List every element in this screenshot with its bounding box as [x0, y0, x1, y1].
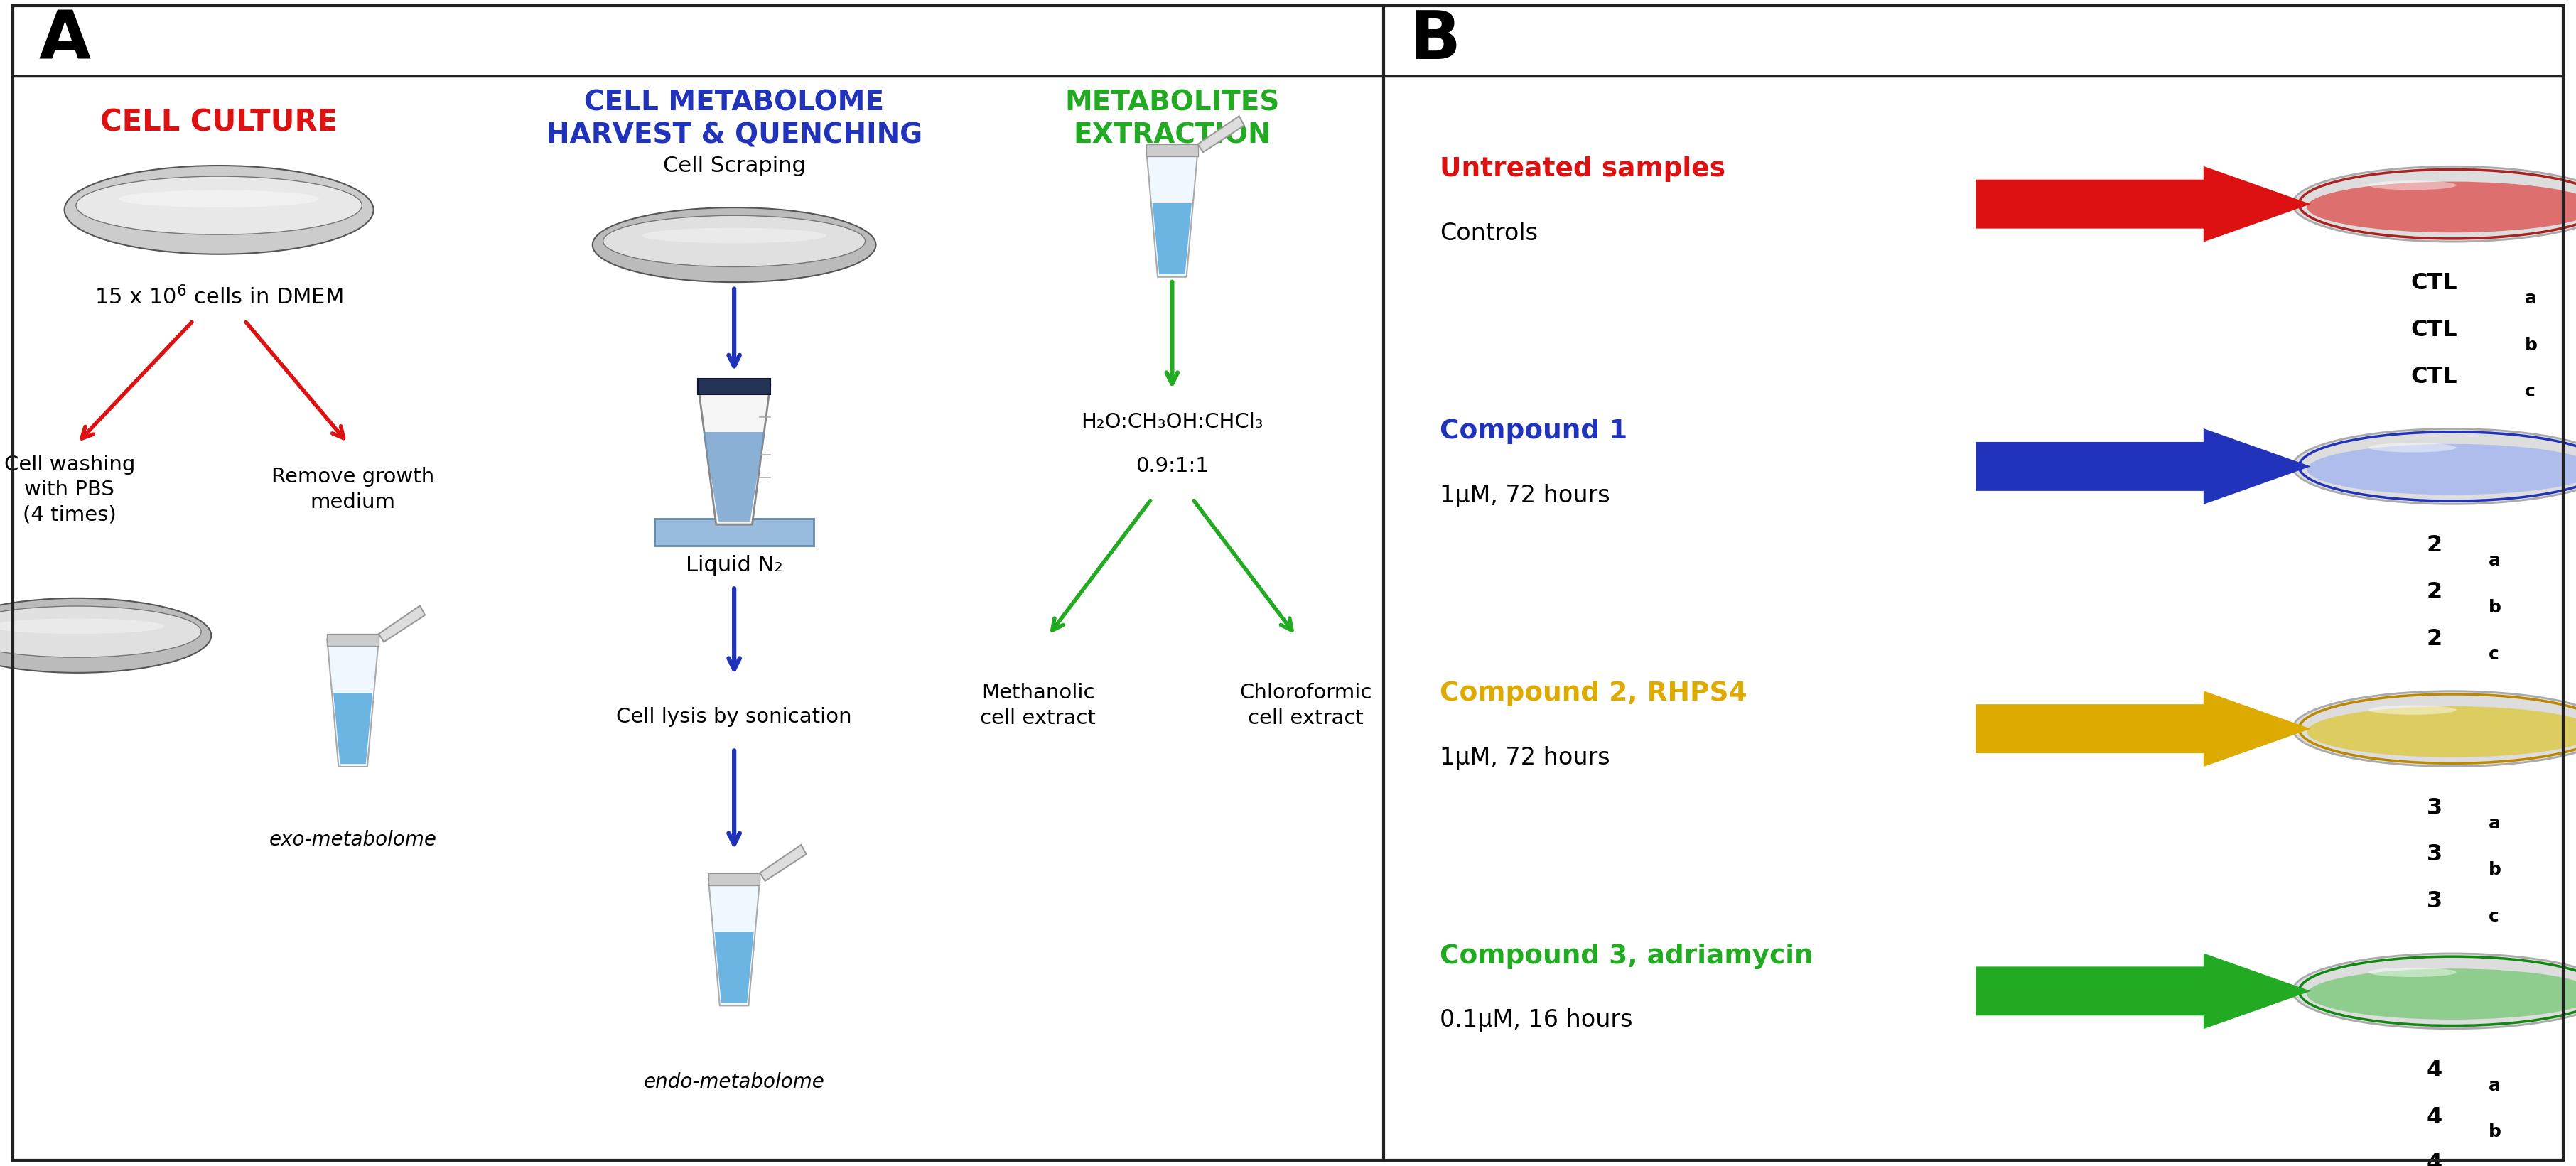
Ellipse shape	[2308, 444, 2576, 494]
Text: A: A	[39, 8, 90, 73]
Ellipse shape	[641, 227, 827, 244]
Polygon shape	[760, 844, 806, 881]
Text: 1μM, 72 hours: 1μM, 72 hours	[1440, 746, 1610, 770]
FancyArrow shape	[1976, 428, 2311, 505]
Bar	[708, 873, 760, 885]
Ellipse shape	[2308, 969, 2576, 1019]
Text: CELL CULTURE: CELL CULTURE	[100, 107, 337, 138]
Text: H₂O:CH₃OH:CHCl₃: H₂O:CH₃OH:CHCl₃	[1082, 412, 1262, 433]
Text: exo-metabolome: exo-metabolome	[268, 829, 438, 850]
Text: Methanolic
cell extract: Methanolic cell extract	[981, 683, 1095, 728]
Polygon shape	[708, 878, 760, 1005]
FancyArrow shape	[1976, 166, 2311, 243]
Ellipse shape	[0, 606, 201, 658]
Text: 2: 2	[2427, 535, 2442, 556]
Polygon shape	[327, 639, 379, 767]
Ellipse shape	[64, 166, 374, 254]
Text: a: a	[2524, 290, 2537, 307]
Text: c: c	[2488, 908, 2499, 925]
Polygon shape	[698, 385, 770, 525]
Bar	[698, 379, 770, 394]
Text: Untreated samples: Untreated samples	[1440, 156, 1726, 182]
Text: b: b	[2488, 599, 2501, 616]
Text: Compound 3, adriamycin: Compound 3, adriamycin	[1440, 943, 1814, 969]
Ellipse shape	[118, 190, 319, 208]
Text: CELL METABOLOME
HARVEST & QUENCHING: CELL METABOLOME HARVEST & QUENCHING	[546, 90, 922, 148]
Text: Remove growth
medium: Remove growth medium	[270, 468, 435, 512]
Polygon shape	[379, 605, 425, 642]
Text: 3: 3	[2427, 798, 2442, 819]
Text: CTL: CTL	[2411, 366, 2458, 387]
Bar	[1146, 145, 1198, 156]
Text: Cell washing
with PBS
(4 times): Cell washing with PBS (4 times)	[5, 455, 134, 525]
Text: 3: 3	[2427, 891, 2442, 912]
Ellipse shape	[2367, 705, 2458, 715]
Text: 0.9:1:1: 0.9:1:1	[1136, 456, 1208, 477]
Text: 4: 4	[2427, 1107, 2442, 1128]
Text: METABOLITES
EXTRACTION: METABOLITES EXTRACTION	[1064, 90, 1280, 148]
Text: 2: 2	[2427, 628, 2442, 649]
Text: b: b	[2488, 1124, 2501, 1140]
Text: CTL: CTL	[2411, 319, 2458, 340]
Ellipse shape	[2367, 968, 2458, 977]
Polygon shape	[332, 693, 374, 764]
Text: c: c	[2488, 646, 2499, 662]
Text: 4: 4	[2427, 1060, 2442, 1081]
Bar	[327, 634, 379, 646]
Text: c: c	[2524, 384, 2535, 400]
Text: a: a	[2488, 815, 2501, 831]
Text: 2: 2	[2427, 582, 2442, 603]
FancyArrow shape	[1976, 953, 2311, 1030]
Text: CTL: CTL	[2411, 273, 2458, 294]
Ellipse shape	[2308, 707, 2576, 757]
Ellipse shape	[2367, 181, 2458, 190]
Text: 15 x 10$^6$ cells in DMEM: 15 x 10$^6$ cells in DMEM	[95, 286, 343, 309]
Ellipse shape	[2293, 954, 2576, 1028]
Ellipse shape	[0, 598, 211, 673]
Ellipse shape	[592, 208, 876, 282]
FancyArrow shape	[1976, 690, 2311, 767]
Ellipse shape	[2367, 443, 2458, 452]
Ellipse shape	[2293, 429, 2576, 504]
Bar	[654, 519, 814, 546]
Polygon shape	[714, 932, 755, 1003]
Text: b: b	[2524, 337, 2537, 353]
Text: Cell Scraping: Cell Scraping	[662, 155, 806, 176]
Ellipse shape	[0, 618, 165, 634]
Text: Controls: Controls	[1440, 222, 1538, 245]
Text: 1μM, 72 hours: 1μM, 72 hours	[1440, 484, 1610, 507]
Text: B: B	[1409, 8, 1461, 73]
Text: 3: 3	[2427, 844, 2442, 865]
Text: Liquid N₂: Liquid N₂	[685, 555, 783, 576]
Ellipse shape	[77, 176, 361, 234]
Ellipse shape	[2308, 182, 2576, 232]
Text: a: a	[2488, 553, 2501, 569]
Polygon shape	[1198, 117, 1244, 153]
Text: a: a	[2488, 1077, 2501, 1094]
Text: endo-metabolome: endo-metabolome	[644, 1072, 824, 1093]
Ellipse shape	[603, 216, 866, 267]
Text: Compound 2, RHPS4: Compound 2, RHPS4	[1440, 681, 1747, 707]
Text: Cell lysis by sonication: Cell lysis by sonication	[616, 707, 853, 728]
Text: 0.1μM, 16 hours: 0.1μM, 16 hours	[1440, 1009, 1633, 1032]
Polygon shape	[703, 433, 765, 521]
Text: b: b	[2488, 862, 2501, 878]
Polygon shape	[1151, 203, 1193, 274]
Text: Chloroformic
cell extract: Chloroformic cell extract	[1239, 683, 1373, 728]
Ellipse shape	[2293, 691, 2576, 766]
Ellipse shape	[2293, 167, 2576, 241]
Text: Compound 1: Compound 1	[1440, 419, 1628, 444]
Text: 4: 4	[2427, 1153, 2442, 1166]
Polygon shape	[1146, 149, 1198, 278]
